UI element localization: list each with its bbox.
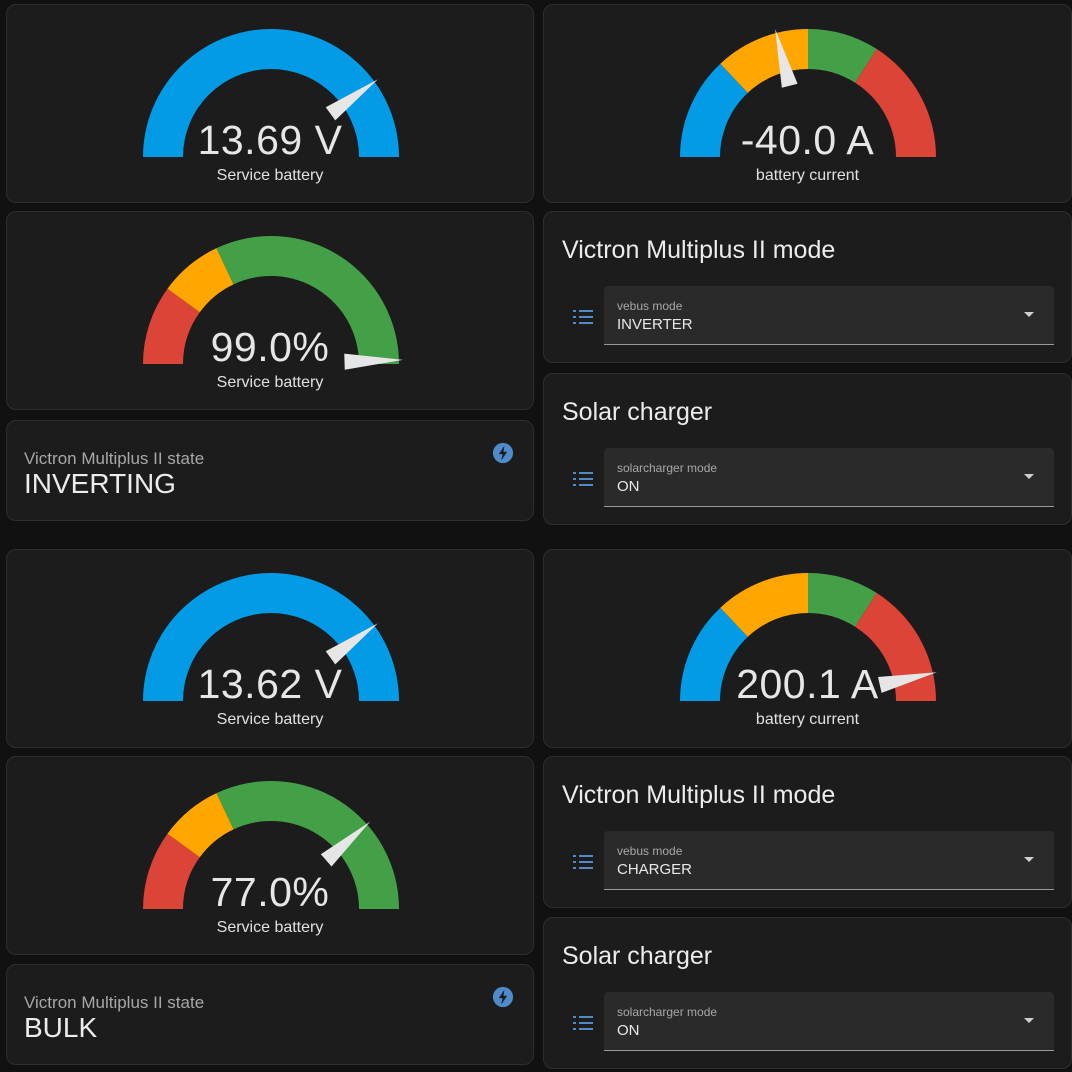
solar-card-heading: Solar charger — [562, 942, 713, 970]
voltage-gauge-card[interactable]: 13.62 V Service battery — [6, 549, 534, 748]
solarcharger-mode-label: solarcharger mode — [617, 461, 718, 475]
list-icon — [573, 1016, 593, 1030]
gauge-needle — [344, 353, 403, 370]
vebus-mode-label: vebus mode — [617, 844, 683, 858]
solarcharger-mode-select[interactable]: solarcharger mode ON — [604, 992, 1054, 1051]
gauge-segment — [143, 833, 200, 909]
gauge-segment — [143, 288, 200, 364]
gauge-segment — [680, 63, 748, 157]
flash-icon[interactable] — [492, 986, 514, 1008]
dashboard-panel-top: 13.69 V Service battery -40.0 A battery … — [0, 0, 1072, 525]
current-gauge-card[interactable]: 200.1 A battery current — [543, 549, 1072, 748]
voltage-gauge-card[interactable]: 13.69 V Service battery — [6, 4, 534, 203]
vebus-mode-label: vebus mode — [617, 299, 683, 313]
vebus-mode-select[interactable]: vebus mode INVERTER — [604, 286, 1054, 345]
gauge-segment — [216, 236, 399, 364]
voltage-gauge — [143, 573, 399, 701]
soc-gauge-name: Service battery — [216, 374, 324, 391]
gauge-needle — [320, 821, 371, 867]
voltage-value: 13.69 V — [197, 117, 343, 163]
gauge-needle — [878, 672, 937, 693]
solar-charger-card: Solar charger solarcharger mode ON — [543, 917, 1072, 1069]
vebus-mode-value: CHARGER — [617, 861, 693, 878]
list-icon — [573, 310, 593, 324]
vebus-mode-value: INVERTER — [617, 316, 693, 333]
gauge-segment — [808, 29, 877, 83]
current-gauge-name: battery current — [755, 711, 860, 728]
solar-card-heading: Solar charger — [562, 398, 713, 426]
state-card[interactable]: Victron Multiplus II state BULK — [6, 964, 534, 1065]
gauge-segment — [808, 573, 877, 627]
soc-value: 77.0% — [210, 869, 330, 915]
vebus-mode-select[interactable]: vebus mode CHARGER — [604, 831, 1054, 890]
soc-gauge-card[interactable]: 99.0% Service battery — [6, 211, 534, 410]
state-value: INVERTING — [24, 468, 176, 499]
dropdown-arrow-icon[interactable] — [1024, 474, 1034, 479]
solarcharger-mode-value: ON — [617, 478, 640, 495]
gauge-segment — [143, 573, 399, 701]
voltage-gauge-name: Service battery — [216, 167, 324, 184]
gauge-segment — [167, 248, 234, 313]
state-value: BULK — [24, 1012, 98, 1043]
state-card[interactable]: Victron Multiplus II state INVERTING — [6, 420, 534, 521]
gauge-segment — [680, 607, 748, 701]
flash-icon[interactable] — [492, 442, 514, 464]
current-gauge — [680, 29, 936, 157]
dashboard-panel-bottom: 13.62 V Service battery 200.1 A battery … — [0, 546, 1072, 1070]
state-card-title: Victron Multiplus II state — [24, 449, 205, 468]
solarcharger-mode-value: ON — [617, 1022, 640, 1039]
gauge-segment — [720, 573, 808, 637]
dropdown-arrow-icon[interactable] — [1024, 857, 1034, 862]
list-icon — [573, 472, 593, 486]
dropdown-arrow-icon[interactable] — [1024, 1018, 1034, 1023]
voltage-gauge — [143, 29, 399, 157]
current-gauge-name: battery current — [755, 167, 860, 184]
dropdown-arrow-icon[interactable] — [1024, 312, 1034, 317]
gauge-segment — [720, 29, 808, 93]
voltage-gauge-name: Service battery — [216, 711, 324, 728]
gauge-segment — [855, 48, 936, 157]
solar-charger-card: Solar charger solarcharger mode ON — [543, 373, 1072, 525]
gauge-needle — [775, 29, 798, 88]
gauge-segment — [167, 793, 234, 858]
soc-gauge — [143, 781, 399, 909]
list-icon — [573, 855, 593, 869]
soc-gauge — [143, 236, 403, 370]
mode-card-heading: Victron Multiplus II mode — [562, 236, 836, 264]
gauge-segment — [143, 29, 399, 157]
current-value: 200.1 A — [736, 661, 879, 707]
current-gauge-card[interactable]: -40.0 A battery current — [543, 4, 1072, 203]
gauge-needle — [325, 79, 378, 121]
gauge-needle — [325, 623, 378, 665]
current-gauge — [680, 573, 937, 701]
state-card-title: Victron Multiplus II state — [24, 993, 205, 1012]
mode-card: Victron Multiplus II mode vebus mode CHA… — [543, 756, 1072, 908]
mode-card: Victron Multiplus II mode vebus mode INV… — [543, 211, 1072, 363]
solarcharger-mode-select[interactable]: solarcharger mode ON — [604, 448, 1054, 507]
voltage-value: 13.62 V — [197, 661, 343, 707]
soc-gauge-name: Service battery — [216, 919, 324, 936]
mode-card-heading: Victron Multiplus II mode — [562, 781, 836, 809]
soc-gauge-card[interactable]: 77.0% Service battery — [6, 756, 534, 955]
solarcharger-mode-label: solarcharger mode — [617, 1005, 718, 1019]
current-value: -40.0 A — [740, 117, 875, 163]
gauge-segment — [216, 781, 399, 909]
soc-value: 99.0% — [210, 324, 330, 370]
